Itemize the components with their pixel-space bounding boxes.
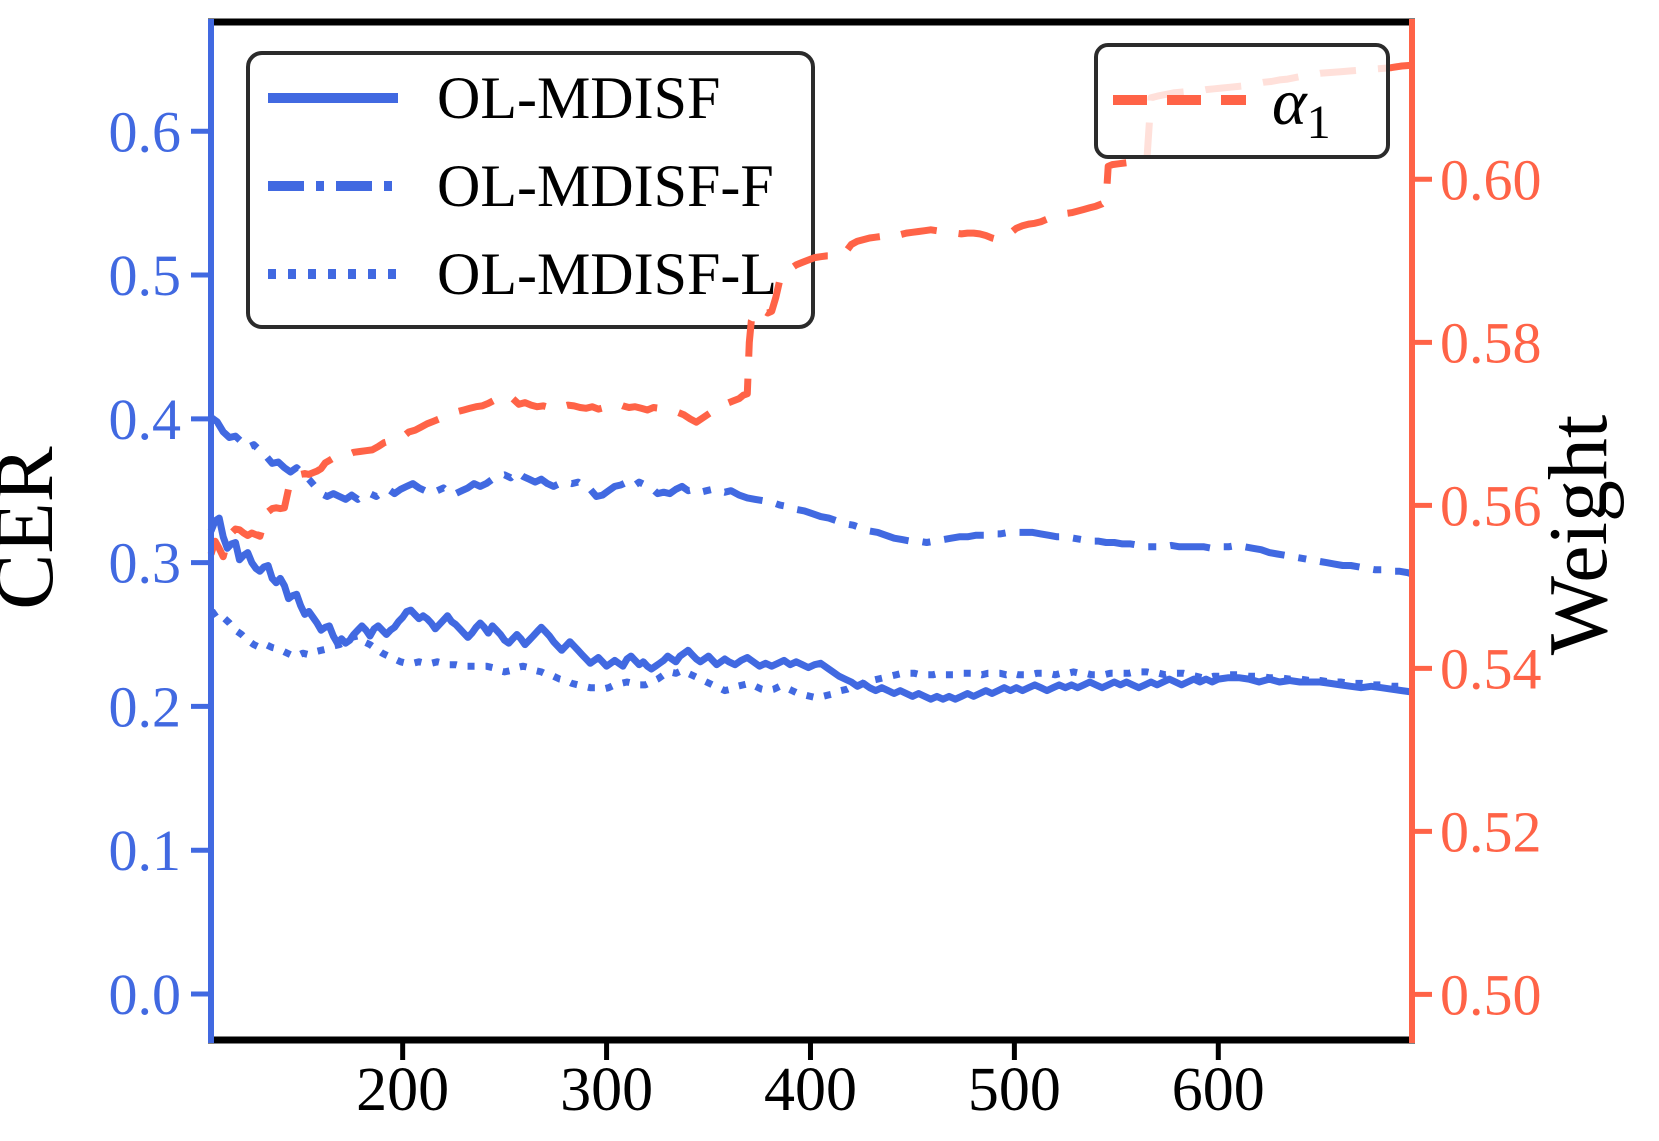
cer-series-lines: [207, 414, 1414, 703]
series-line-ol-mdisf: [207, 514, 1413, 703]
left-y-tick-label: 0.2: [109, 674, 182, 739]
left-y-tick-label: 0.4: [109, 387, 182, 452]
x-tick-label: 400: [764, 1056, 857, 1124]
axes: 200 300 400 500 600 0.0 0.1 0.2 0.3 0.4 0.5 0.6 0.…: [109, 18, 1542, 1124]
alpha-legend: α1: [1094, 43, 1390, 159]
right-y-tick-label: 0.50: [1440, 962, 1542, 1027]
legend-label-alpha1: α1: [1272, 66, 1331, 149]
series-legend: OL-MDISF OL-MDISF-F OL-MDISF-L: [246, 51, 815, 329]
left-y-tick-label: 0.5: [109, 243, 182, 308]
right-y-tick-label: 0.56: [1440, 473, 1542, 538]
right-y-axis-ticks: 0.50 0.52 0.54 0.56 0.58 0.60: [1412, 147, 1542, 1027]
right-y-tick-label: 0.60: [1440, 147, 1542, 212]
x-tick-label: 600: [1172, 1056, 1265, 1124]
alpha-symbol: α: [1272, 66, 1308, 139]
series-line-ol-mdisf-l: [208, 608, 1413, 702]
right-y-tick-label: 0.52: [1440, 799, 1542, 864]
left-y-tick-label: 0.0: [109, 962, 182, 1027]
right-y-tick-label: 0.58: [1440, 310, 1542, 375]
left-y-tick-label: 0.6: [109, 99, 182, 164]
weight-series-line: [207, 61, 1413, 561]
legend-label-ol-mdisf: OL-MDISF: [437, 65, 720, 131]
x-tick-label: 300: [560, 1056, 653, 1124]
series-line--1: [207, 61, 1413, 561]
x-axis-ticks: 200 300 400 500 600: [356, 1040, 1265, 1124]
right-axis-title: Weight: [1532, 415, 1625, 656]
right-y-tick-label: 0.54: [1440, 636, 1542, 701]
legend-label-ol-mdisf-l: OL-MDISF-L: [437, 241, 777, 307]
series-legend-box: [246, 51, 815, 329]
x-tick-label: 500: [968, 1056, 1061, 1124]
alpha-subscript: 1: [1307, 96, 1331, 149]
left-y-tick-label: 0.1: [109, 818, 182, 883]
left-axis-title: CER: [0, 446, 71, 609]
legend-label-ol-mdisf-f: OL-MDISF-F: [437, 153, 774, 219]
x-tick-label: 200: [356, 1056, 449, 1124]
left-y-axis-ticks: 0.0 0.1 0.2 0.3 0.4 0.5 0.6: [109, 99, 211, 1027]
left-y-tick-label: 0.3: [109, 531, 182, 596]
series-line-ol-mdisf-f: [208, 414, 1414, 578]
